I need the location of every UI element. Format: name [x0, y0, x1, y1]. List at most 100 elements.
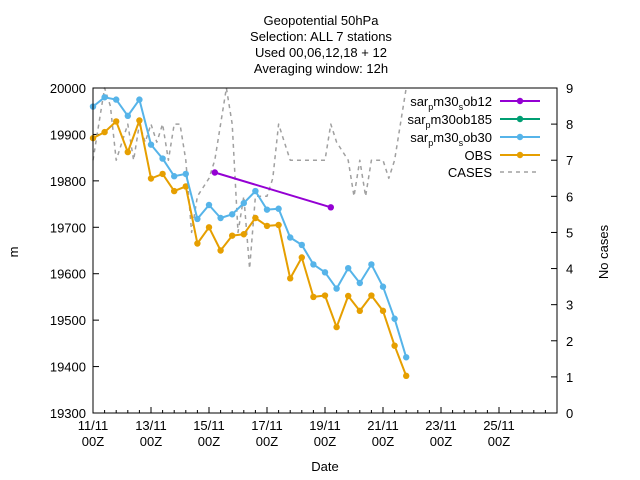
y2-tick-label: 1 — [566, 370, 573, 385]
legend-marker — [516, 151, 524, 159]
y-tick-label: 19400 — [50, 360, 86, 375]
data-point — [379, 283, 387, 290]
y2-tick-label: 2 — [566, 334, 573, 349]
data-point — [310, 293, 317, 301]
series-obs — [89, 117, 410, 380]
x-tick-label-date: 11/11 — [78, 418, 109, 433]
y-tick-label: 19900 — [50, 127, 86, 142]
y2-tick-label: 0 — [566, 406, 573, 421]
series-line — [92, 96, 408, 358]
data-point — [356, 279, 363, 287]
axis-ticks: 19300 19400 19500 19600 19700 19800 19900 20000… — [50, 81, 573, 449]
data-point — [403, 372, 410, 380]
y-axis-label: m — [6, 247, 21, 258]
y2-tick-label: 7 — [566, 153, 573, 168]
data-point — [321, 292, 329, 299]
y-tick-label: 19700 — [50, 220, 86, 235]
data-point — [263, 222, 271, 230]
data-point — [205, 201, 213, 209]
x-tick-label-date: 17/11 — [251, 418, 283, 433]
data-point — [356, 307, 363, 315]
data-point — [171, 187, 178, 195]
data-point — [321, 269, 329, 276]
data-point — [263, 206, 271, 213]
data-point — [333, 285, 340, 292]
data-point — [182, 170, 189, 178]
data-point — [287, 234, 294, 241]
legend-label: sarpm30ob185 — [407, 112, 492, 130]
plot-frame — [92, 87, 558, 414]
legend-entry: OBS — [465, 148, 540, 163]
data-point — [333, 323, 340, 331]
x-tick-label-hour: 00Z — [256, 434, 278, 449]
data-point — [240, 231, 247, 238]
title-line-1: Geopotential 50hPa — [264, 13, 380, 28]
data-point — [379, 307, 387, 315]
data-point — [275, 205, 282, 212]
x-tick-label-date: 25/11 — [483, 418, 515, 433]
data-point — [345, 264, 352, 272]
legend-label: sarpm30sob30 — [410, 130, 492, 148]
data-point — [368, 292, 375, 299]
data-point — [136, 117, 143, 124]
series-line — [92, 87, 407, 270]
data-point — [391, 342, 398, 349]
x-tick-label-hour: 00Z — [488, 434, 510, 449]
series-cases — [92, 87, 407, 270]
x-tick-label-hour: 00Z — [140, 434, 162, 449]
data-point — [124, 112, 131, 120]
data-point — [147, 175, 155, 182]
x-tick-label-hour: 00Z — [430, 434, 452, 449]
data-point — [182, 183, 189, 190]
series-sar-m30-ob12 — [211, 169, 334, 211]
data-point — [229, 232, 236, 239]
data-point — [403, 354, 410, 361]
data-point — [194, 215, 201, 223]
legend-label: sarpm30sob12 — [410, 94, 492, 112]
data-point — [298, 241, 305, 249]
data-point — [205, 224, 213, 231]
x-tick-label-date: 21/11 — [367, 418, 399, 433]
y2-tick-label: 6 — [566, 189, 573, 204]
data-point — [368, 261, 375, 268]
data-point — [159, 170, 166, 178]
legend-label: CASES — [448, 165, 492, 180]
legend-entry: sarpm30ob185 — [407, 112, 540, 130]
chart-title: Geopotential 50hPa Selection: ALL 7 stat… — [250, 13, 392, 76]
x-tick-label-hour: 00Z — [314, 434, 336, 449]
legend-entry: sarpm30sob30 — [410, 130, 540, 148]
x-tick-label-date: 19/11 — [309, 418, 341, 433]
data-point — [252, 187, 259, 195]
data-point — [275, 221, 282, 229]
x-tick-label-date: 13/11 — [135, 418, 167, 433]
y2-tick-label: 4 — [566, 262, 573, 277]
data-point — [211, 169, 218, 176]
data-point — [159, 155, 166, 162]
y2-tick-label: 5 — [566, 225, 573, 240]
title-line-3: Used 00,06,12,18 + 12 — [255, 45, 387, 60]
y-tick-label: 20000 — [50, 81, 86, 96]
title-line-2: Selection: ALL 7 stations — [250, 29, 392, 44]
data-point — [391, 315, 398, 322]
y-tick-label: 19800 — [50, 174, 86, 189]
x-tick-label-hour: 00Z — [198, 434, 220, 449]
data-point — [345, 292, 352, 300]
data-point — [194, 240, 201, 247]
y2-tick-label: 3 — [566, 298, 573, 313]
y2-tick-label: 9 — [566, 81, 573, 96]
y2-tick-label: 8 — [566, 117, 573, 132]
data-point — [113, 118, 120, 125]
legend-marker — [516, 133, 524, 141]
title-line-4: Averaging window: 12h — [254, 61, 388, 76]
legend-marker — [516, 115, 524, 123]
data-point — [124, 148, 131, 156]
data-point — [310, 261, 317, 268]
data-point — [101, 128, 108, 136]
legend-entry: CASES — [448, 165, 540, 180]
legend-label: OBS — [465, 148, 493, 163]
data-point — [252, 214, 259, 222]
x-tick-label-date: 23/11 — [425, 418, 457, 433]
series-layer — [89, 87, 410, 380]
